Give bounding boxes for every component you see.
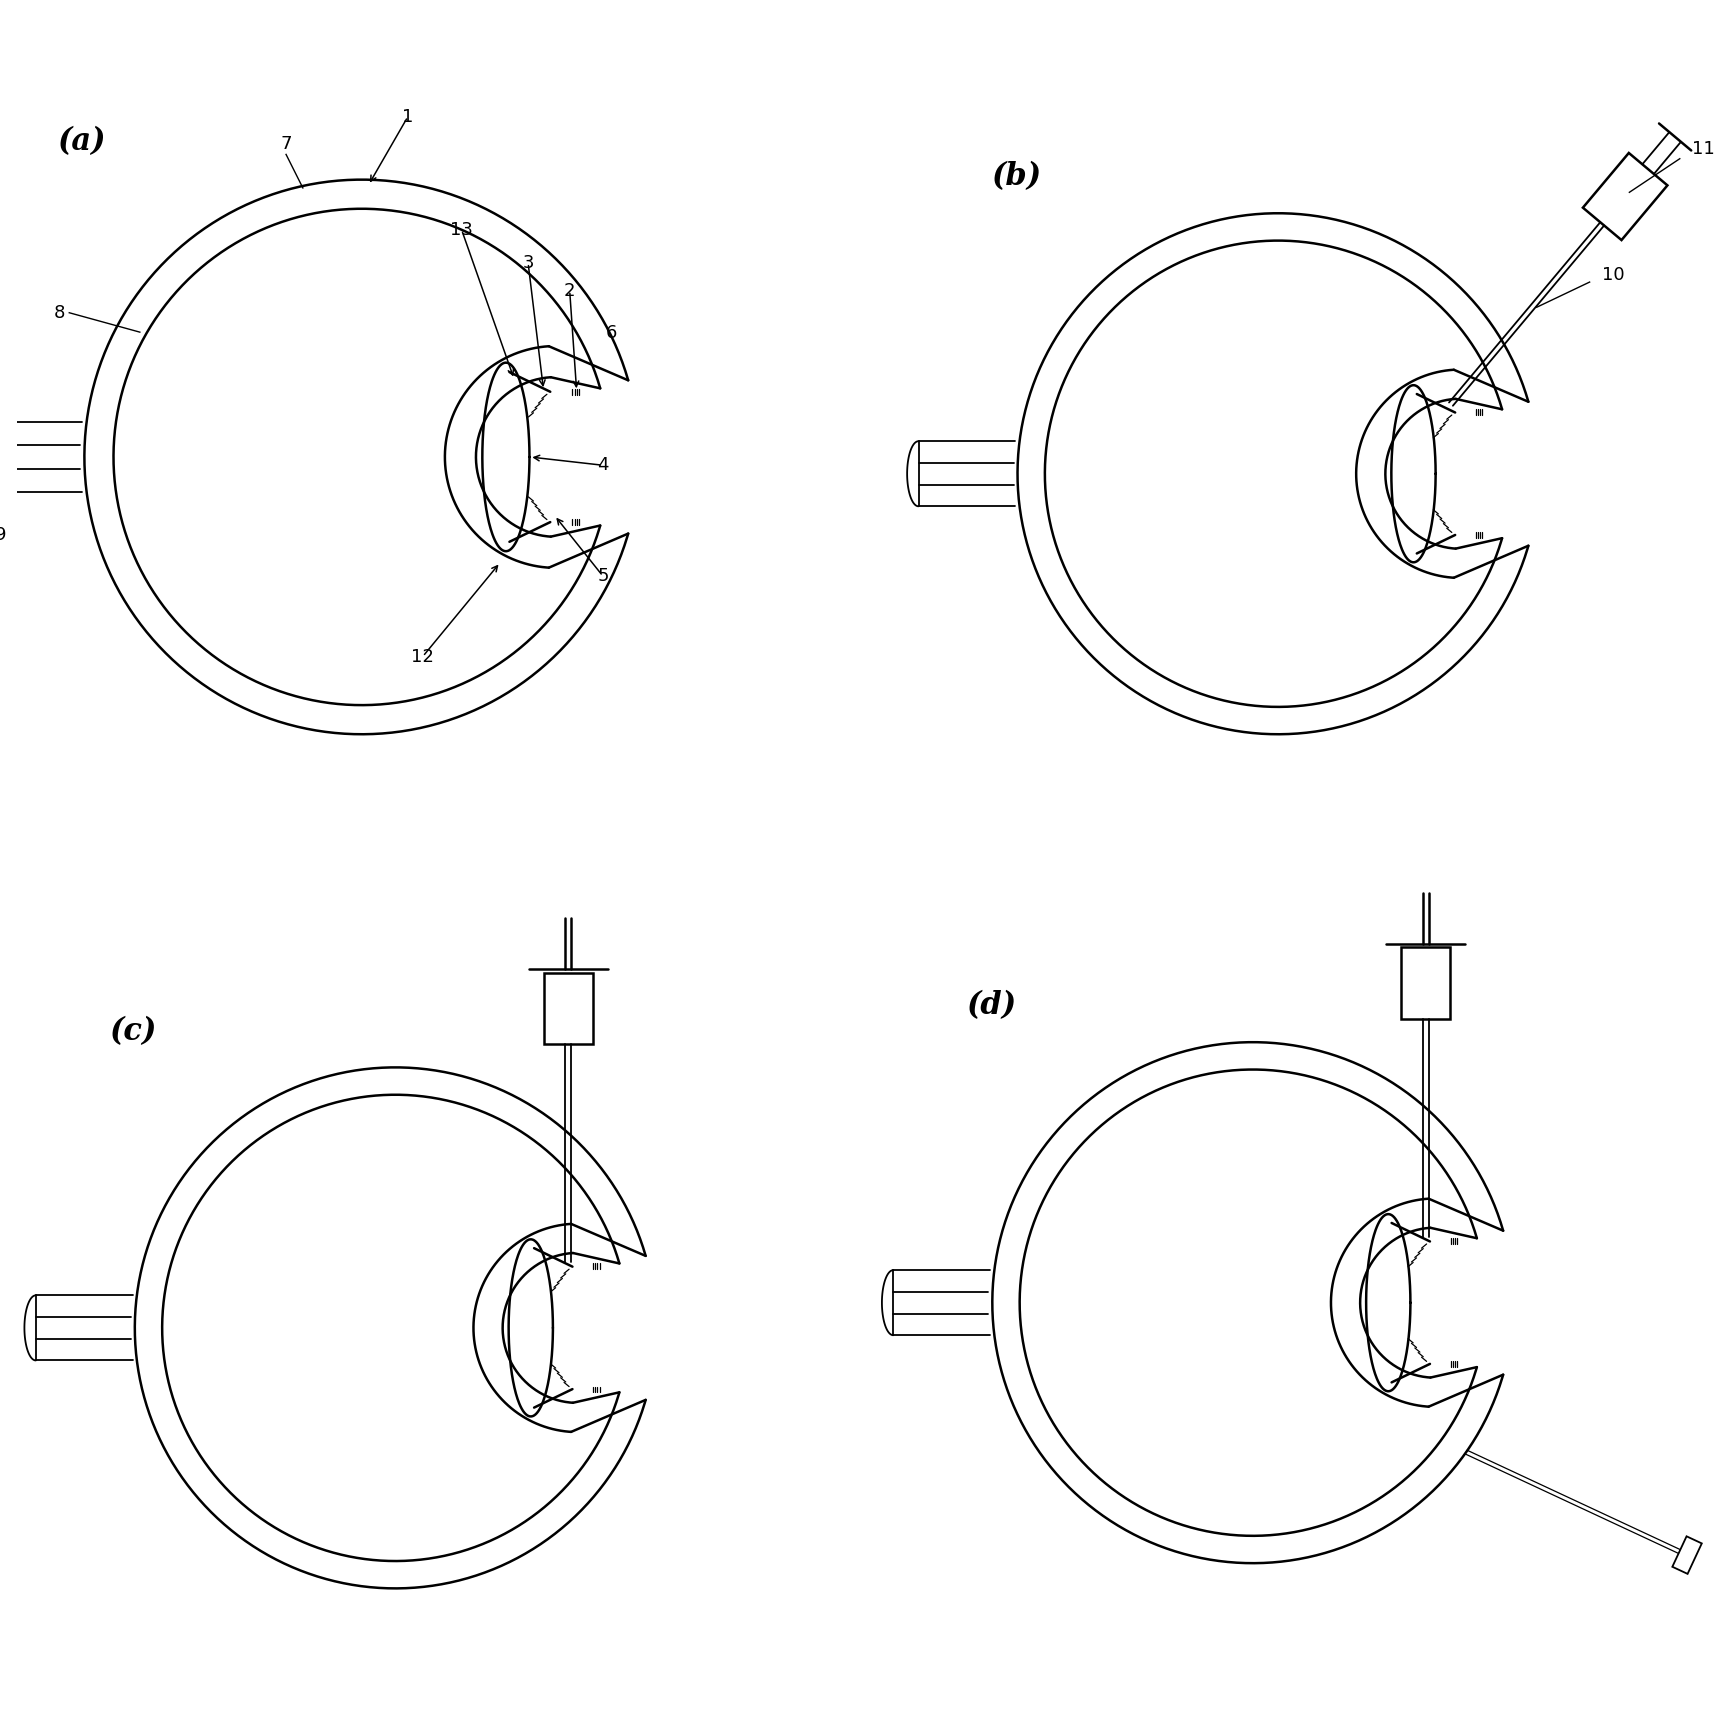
Text: 10: 10 [1601, 266, 1623, 285]
Text: (d): (d) [965, 991, 1016, 1022]
Text: 9: 9 [0, 526, 7, 544]
Text: 13: 13 [449, 221, 473, 238]
Text: (c): (c) [108, 1015, 156, 1046]
Text: 3: 3 [523, 254, 533, 271]
Text: 6: 6 [605, 324, 617, 342]
Text: 1: 1 [403, 107, 413, 126]
Text: 5: 5 [596, 568, 608, 585]
Text: 7: 7 [279, 135, 291, 154]
Text: 2: 2 [564, 281, 576, 300]
Text: 4: 4 [596, 456, 608, 475]
Text: 11: 11 [1692, 140, 1714, 159]
Text: (a): (a) [57, 126, 105, 157]
Text: 8: 8 [53, 304, 65, 321]
Text: (b): (b) [991, 162, 1040, 192]
Text: 12: 12 [411, 647, 434, 666]
